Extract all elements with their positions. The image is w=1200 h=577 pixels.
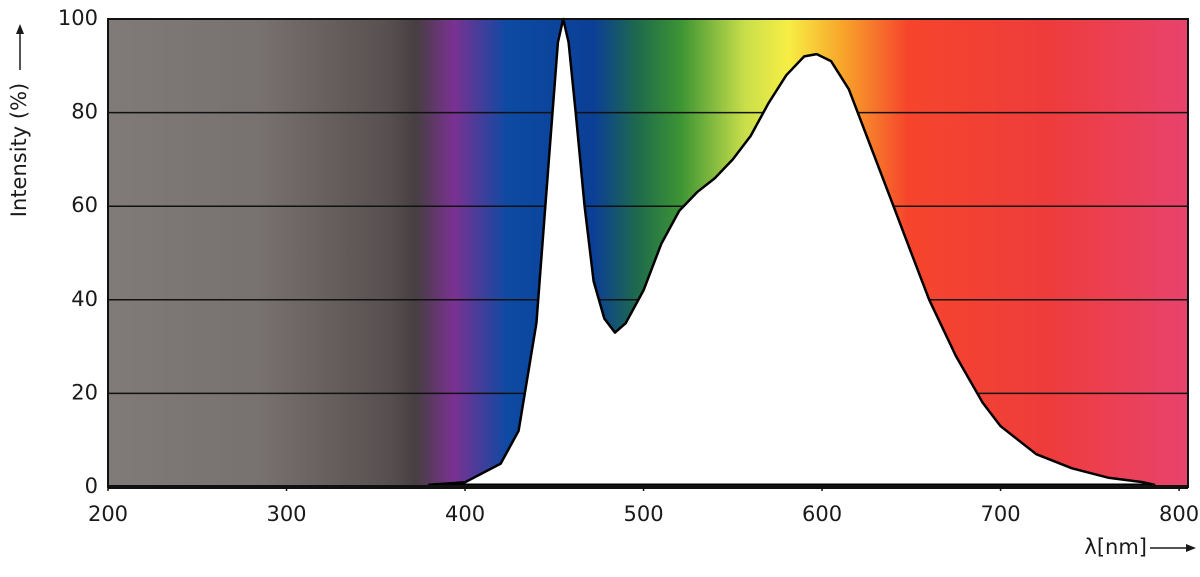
y-tick-label: 60 bbox=[71, 193, 98, 217]
x-tick-label: 300 bbox=[266, 502, 306, 526]
y-tick-label: 100 bbox=[58, 6, 98, 30]
x-tick-label: 700 bbox=[981, 502, 1021, 526]
y-axis-arrowhead bbox=[16, 24, 24, 34]
y-tick-label: 0 bbox=[85, 474, 98, 498]
x-tick-label: 500 bbox=[623, 502, 663, 526]
plot-border bbox=[107, 18, 1189, 488]
x-tick-label: 800 bbox=[1159, 502, 1199, 526]
spectrum-area bbox=[428, 17, 1156, 486]
x-axis-label: λ[nm] bbox=[1084, 535, 1147, 559]
x-tick-label: 600 bbox=[802, 502, 842, 526]
x-tick-label: 400 bbox=[445, 502, 485, 526]
y-axis-label: Intensity (%) bbox=[7, 83, 31, 217]
y-tick-label: 80 bbox=[71, 100, 98, 124]
y-tick-label: 20 bbox=[71, 380, 98, 404]
x-tick-label: 200 bbox=[88, 502, 128, 526]
x-axis-arrowhead bbox=[1186, 544, 1196, 552]
y-tick-label: 40 bbox=[71, 287, 98, 311]
